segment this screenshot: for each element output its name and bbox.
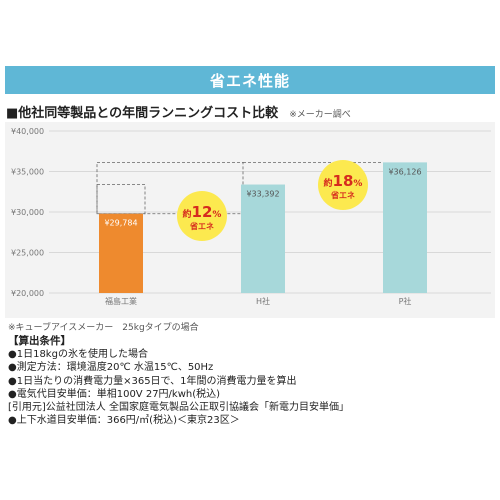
y-tick-label: ¥40,000 [11, 127, 44, 136]
badge-number: 12 [192, 203, 213, 221]
y-tick-label: ¥30,000 [11, 208, 44, 217]
banner-title: 省エネ性能 [209, 71, 290, 90]
bar-value-label: ¥36,126 [388, 167, 421, 176]
badge-prefix: 約 [324, 177, 333, 189]
badge-prefix: 約 [183, 208, 192, 220]
running-cost-chart: ¥20,000 ¥25,000 ¥30,000 ¥35,000 ¥40,000 ¥29,7… [5, 122, 495, 318]
condition-line: ●1日18kgの氷を使用した場合 [8, 349, 148, 360]
calculation-conditions: 【算出条件】 ●1日18kgの氷を使用した場合 ●測定方法：環境温度20℃ 水温… [8, 334, 494, 428]
conditions-title: 【算出条件】 [8, 335, 71, 347]
y-tick-label: ¥20,000 [11, 289, 44, 298]
condition-line: ●1日当たりの消費電力量×365日で、1年間の消費電力量を算出 [8, 375, 297, 387]
badge-circle [318, 160, 368, 210]
badge-number: 18 [333, 172, 354, 190]
x-tick-label: P社 [399, 296, 412, 306]
chart-footnote: ※キューブアイスメーカー 25kgタイプの場合 [8, 323, 199, 333]
chart-heading-row: ■他社同等製品との年間ランニングコスト比較 ※メーカー調べ [6, 102, 496, 122]
chart-source-note: ※メーカー調べ [289, 110, 351, 120]
badge-unit: % [353, 179, 362, 189]
bar-value-label: ¥33,392 [246, 190, 279, 199]
y-tick-label: ¥25,000 [11, 249, 44, 258]
condition-line: [引用元]公益社団法人 全国家庭電気製品公正取引協議会「新電力目安単価」 [8, 402, 349, 414]
bar-layer [99, 162, 427, 293]
condition-line: ●電気代目安単価：単相100V 27円/kwh(税込) [8, 388, 221, 400]
chart-heading: ■他社同等製品との年間ランニングコスト比較 [6, 106, 279, 121]
bar-value-label: ¥29,784 [104, 219, 137, 228]
savings-badge: 約12%省エネ [177, 191, 227, 241]
badge-circle [177, 191, 227, 241]
bar [383, 162, 427, 293]
x-tick-label: 福島工業 [105, 296, 137, 306]
bar [241, 184, 285, 293]
badge-percent: 約12% [183, 203, 222, 221]
badge-percent: 約18% [324, 172, 363, 190]
label-layer: ¥20,000 ¥25,000 ¥30,000 ¥35,000 ¥40,000 ¥29,7… [11, 127, 422, 306]
badge-caption: 省エネ [189, 221, 214, 231]
condition-line: ●測定方法：環境温度20℃ 水温15℃、50Hz [8, 362, 214, 374]
y-tick-label: ¥35,000 [11, 168, 44, 177]
badge-caption: 省エネ [330, 190, 355, 200]
bar [99, 213, 143, 293]
section-banner: 省エネ性能 [5, 66, 495, 94]
x-tick-label: H社 [256, 296, 270, 306]
savings-badge: 約18%省エネ [318, 160, 368, 210]
condition-line: ●上下水道目安単価：366円/㎥(税込)＜東京23区＞ [8, 415, 240, 427]
badge-unit: % [212, 210, 221, 220]
